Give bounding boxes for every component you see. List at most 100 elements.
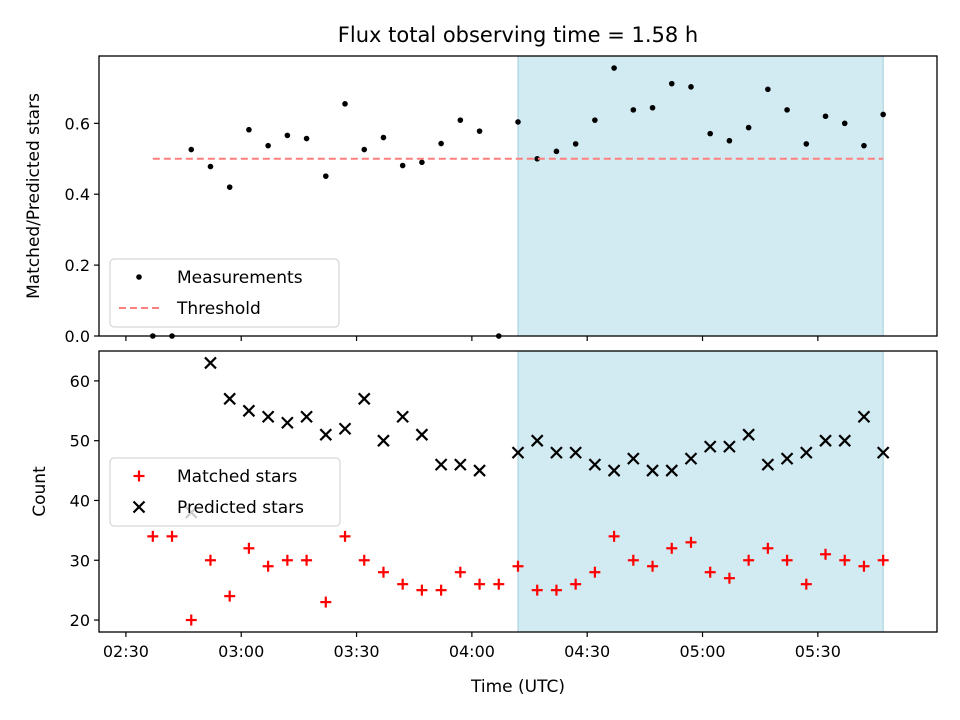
legend-swatch-predicted — [132, 500, 146, 514]
predicted-star-point — [819, 434, 832, 447]
measurement-point — [476, 128, 483, 134]
x-stroke — [646, 464, 659, 477]
matched-star-point — [685, 536, 697, 548]
legend-box — [109, 457, 341, 527]
matched-star-point — [800, 578, 812, 590]
measurement-point — [841, 120, 848, 127]
y-tick-label: 0.2 — [65, 256, 90, 275]
predicted-star-point — [434, 458, 448, 471]
x-stroke — [300, 410, 313, 424]
legend-swatch-measurements — [136, 274, 142, 280]
matched-star-point — [454, 566, 466, 578]
predicted-star-point — [627, 452, 640, 465]
x-stroke — [242, 404, 256, 418]
measurement-point — [284, 132, 291, 139]
x-stroke — [338, 422, 352, 436]
legend-label: Matched stars — [177, 467, 297, 487]
predicted-star-point — [473, 464, 486, 477]
y-tick-label: 30 — [70, 551, 90, 570]
measurement-point — [188, 146, 195, 153]
measurement-point — [726, 137, 733, 144]
x-stroke — [780, 452, 794, 465]
measurement-point — [784, 107, 790, 113]
x-tick-label: 03:00 — [218, 642, 264, 661]
x-stroke — [857, 410, 871, 424]
x-stroke — [800, 446, 813, 459]
x-stroke — [357, 392, 371, 406]
x-stroke — [281, 416, 294, 430]
predicted-star-point — [742, 428, 755, 441]
matched-star-point — [147, 530, 159, 542]
measurement-point — [803, 141, 810, 147]
predicted-star-point — [242, 404, 256, 418]
predicted-star-point — [800, 446, 813, 459]
measurement-point — [880, 111, 886, 118]
matched-star-point — [493, 578, 505, 590]
predicted-star-point — [511, 446, 525, 459]
axes-frame — [98, 55, 938, 337]
predicted-star-point — [665, 464, 679, 477]
y-tick-label: 0.0 — [65, 327, 90, 346]
matched-star-point — [243, 542, 255, 554]
measurement-point — [438, 140, 444, 147]
matched-star-point — [666, 542, 678, 554]
axes-frame — [98, 350, 938, 633]
x-stroke — [530, 434, 544, 447]
x-stroke — [204, 356, 217, 370]
matched-star-point — [608, 530, 620, 542]
x-tick-label: 05:30 — [795, 642, 841, 661]
matched-star-point — [474, 578, 486, 590]
y-tick-label: 0.6 — [65, 114, 90, 133]
matched-star-point — [397, 578, 409, 590]
x-axis-label: Time (UTC) — [470, 677, 565, 697]
predicted-star-point — [530, 434, 544, 447]
y-tick-label: 50 — [70, 432, 90, 451]
x-stroke — [723, 440, 736, 453]
x-stroke — [627, 452, 640, 465]
x-stroke — [319, 428, 333, 441]
measurement-point — [246, 126, 252, 133]
matched-star-point — [358, 554, 370, 566]
matched-star-point — [627, 554, 639, 566]
x-stroke — [607, 464, 621, 477]
legend-box — [109, 258, 340, 328]
measurement-point — [226, 184, 233, 190]
predicted-star-point — [357, 392, 371, 406]
matched-star-point — [550, 584, 562, 596]
matched-star-point — [416, 584, 428, 596]
x-tick-label: 04:30 — [564, 642, 610, 661]
x-stroke — [569, 446, 582, 459]
matched-star-point — [820, 548, 832, 560]
x-stroke — [434, 458, 448, 471]
x-stroke — [665, 464, 679, 477]
measurement-point — [553, 148, 560, 155]
measurement-point — [303, 135, 310, 142]
predicted-star-point — [300, 410, 313, 424]
matched-star-point — [723, 572, 735, 584]
y-tick-label: 0.4 — [65, 185, 90, 204]
matched-star-point — [512, 560, 524, 572]
measurement-point — [322, 173, 329, 179]
x-tick-label: 02:30 — [103, 642, 149, 661]
matched-star-point — [781, 554, 793, 566]
measurement-point — [361, 146, 368, 153]
x-stroke — [396, 410, 409, 424]
legend-label: Measurements — [177, 268, 303, 288]
matched-star-point — [531, 584, 543, 596]
matched-star-point — [320, 596, 332, 608]
measurement-point — [380, 134, 387, 141]
predicted-star-point — [646, 464, 659, 477]
matched-star-point — [839, 554, 851, 566]
measurement-point — [457, 117, 464, 123]
legend-swatch-matched — [133, 470, 145, 482]
measurement-point — [649, 104, 656, 111]
x-stroke — [819, 434, 832, 447]
shaded-span — [518, 56, 884, 336]
matched-star-point — [647, 560, 659, 572]
x-stroke — [261, 410, 275, 424]
x-stroke — [415, 428, 429, 441]
y-tick-label: 60 — [70, 372, 90, 391]
matched-star-point — [377, 566, 389, 578]
matched-star-point — [281, 554, 293, 566]
predicted-star-point — [319, 428, 333, 441]
